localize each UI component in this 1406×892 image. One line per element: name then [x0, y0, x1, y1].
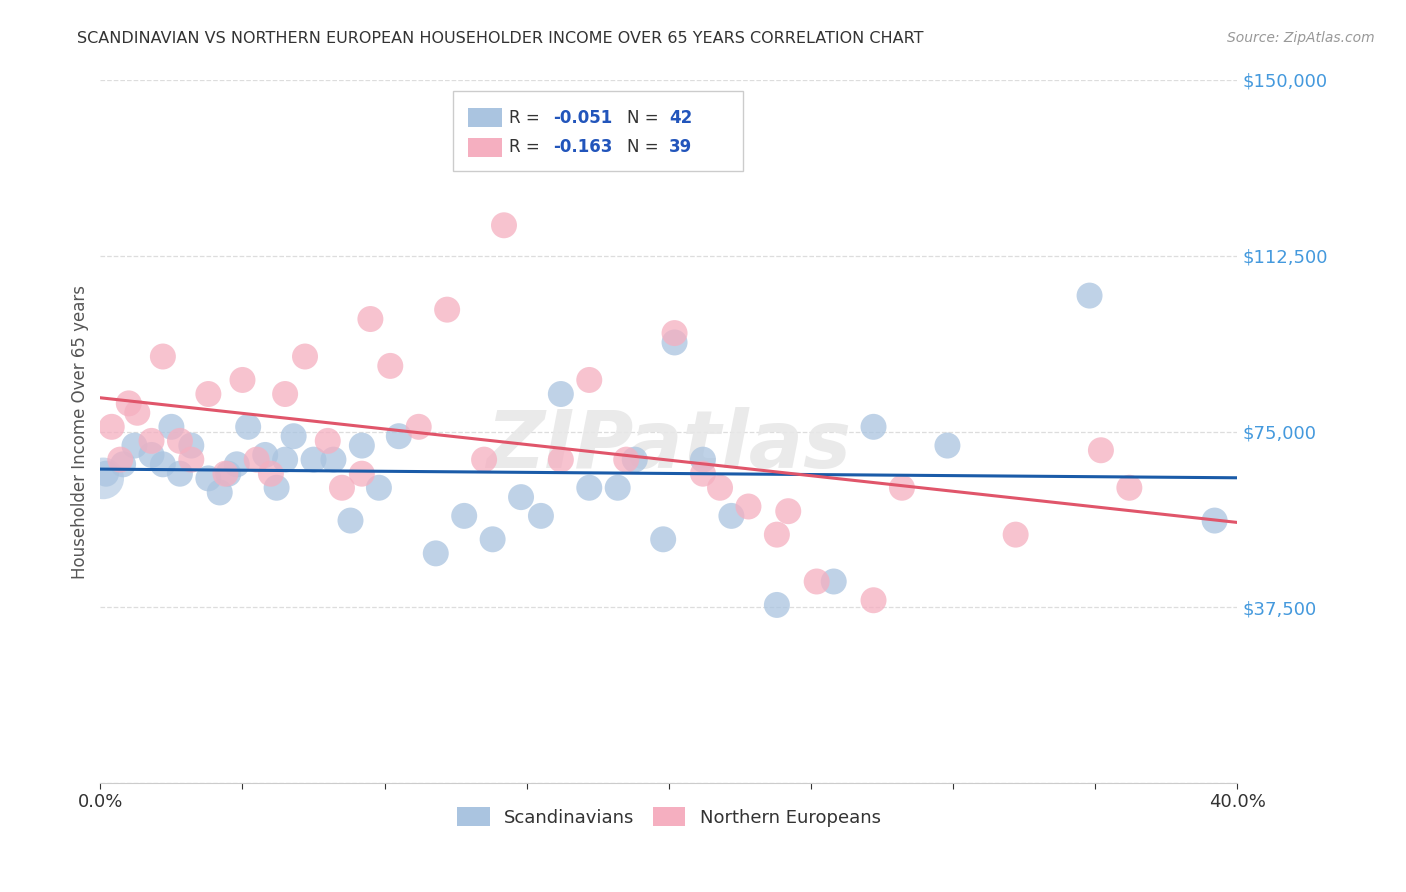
Point — [388, 429, 411, 443]
Point — [481, 533, 503, 547]
Point — [217, 467, 239, 481]
Point — [737, 500, 759, 514]
Point — [316, 434, 339, 448]
Point — [112, 458, 135, 472]
Point — [530, 508, 553, 523]
Point — [124, 439, 146, 453]
Point — [550, 452, 572, 467]
Point — [260, 467, 283, 481]
Text: -0.163: -0.163 — [553, 138, 612, 156]
Point — [692, 452, 714, 467]
Point — [1090, 443, 1112, 458]
Point — [578, 481, 600, 495]
Point — [510, 490, 533, 504]
Point — [436, 302, 458, 317]
Point — [408, 420, 430, 434]
Point — [127, 406, 149, 420]
Point — [1004, 527, 1026, 541]
Point — [141, 434, 163, 448]
Point — [246, 452, 269, 467]
Point — [720, 508, 742, 523]
Y-axis label: Householder Income Over 65 years: Householder Income Over 65 years — [72, 285, 89, 579]
Point — [862, 593, 884, 607]
Point — [823, 574, 845, 589]
Point — [110, 452, 132, 467]
Point — [322, 452, 344, 467]
Point — [709, 481, 731, 495]
Point — [578, 373, 600, 387]
Point — [425, 546, 447, 560]
Point — [350, 439, 373, 453]
Point — [274, 387, 297, 401]
Point — [254, 448, 277, 462]
Point — [208, 485, 231, 500]
Point — [766, 598, 789, 612]
Bar — [468, 108, 502, 128]
Point — [492, 219, 515, 233]
Point — [380, 359, 402, 373]
Legend: Scandinavians, Northern Europeans: Scandinavians, Northern Europeans — [450, 800, 887, 834]
Point — [197, 471, 219, 485]
Point — [806, 574, 828, 589]
Point — [274, 452, 297, 467]
Point — [152, 350, 174, 364]
Point — [94, 467, 117, 481]
Text: 42: 42 — [669, 109, 692, 127]
Point — [606, 481, 628, 495]
Point — [862, 420, 884, 434]
Bar — [468, 137, 502, 157]
Point — [231, 373, 253, 387]
Text: -0.051: -0.051 — [553, 109, 612, 127]
Text: N =: N = — [627, 138, 664, 156]
Text: ZIPatlas: ZIPatlas — [486, 407, 852, 484]
Text: Source: ZipAtlas.com: Source: ZipAtlas.com — [1227, 31, 1375, 45]
Point — [141, 448, 163, 462]
Point — [339, 514, 361, 528]
Point — [180, 439, 202, 453]
Point — [550, 387, 572, 401]
Point — [1118, 481, 1140, 495]
Point — [623, 452, 645, 467]
Text: N =: N = — [627, 109, 664, 127]
Text: R =: R = — [509, 138, 544, 156]
Point — [152, 458, 174, 472]
Point — [169, 434, 191, 448]
Text: R =: R = — [509, 109, 544, 127]
Point — [652, 533, 675, 547]
Point — [614, 452, 637, 467]
Point — [225, 458, 247, 472]
FancyBboxPatch shape — [453, 90, 742, 171]
Point — [1078, 288, 1101, 302]
Point — [197, 387, 219, 401]
Point — [160, 420, 183, 434]
Point — [100, 420, 122, 434]
Point — [890, 481, 912, 495]
Point — [664, 335, 686, 350]
Point — [302, 452, 325, 467]
Point — [91, 471, 114, 485]
Point — [118, 396, 141, 410]
Point — [359, 312, 381, 326]
Point — [453, 508, 475, 523]
Point — [664, 326, 686, 340]
Point — [1204, 514, 1226, 528]
Point — [266, 481, 288, 495]
Point — [294, 350, 316, 364]
Point — [214, 467, 236, 481]
Point — [472, 452, 495, 467]
Point — [169, 467, 191, 481]
Text: 39: 39 — [669, 138, 692, 156]
Point — [368, 481, 391, 495]
Point — [936, 439, 959, 453]
Point — [766, 527, 789, 541]
Point — [238, 420, 260, 434]
Point — [778, 504, 800, 518]
Text: SCANDINAVIAN VS NORTHERN EUROPEAN HOUSEHOLDER INCOME OVER 65 YEARS CORRELATION C: SCANDINAVIAN VS NORTHERN EUROPEAN HOUSEH… — [77, 31, 924, 46]
Point — [283, 429, 305, 443]
Point — [350, 467, 373, 481]
Point — [330, 481, 353, 495]
Point — [692, 467, 714, 481]
Point — [180, 452, 202, 467]
